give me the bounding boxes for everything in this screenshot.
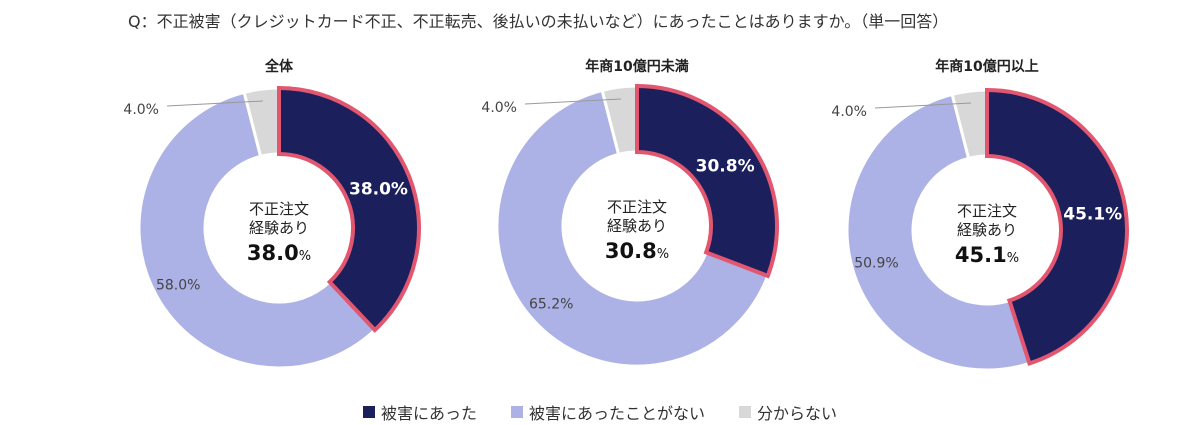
- center-label: 経験あり: [957, 221, 1017, 239]
- chart-title-overall: 全体: [265, 59, 293, 75]
- data-label-not-damaged: 50.9%: [854, 256, 898, 272]
- leader-line: [166, 100, 263, 107]
- legend-label: 被害にあったことがない: [528, 404, 705, 423]
- data-label-damaged: 30.8%: [696, 156, 755, 176]
- legend-item-damaged: 被害にあった: [362, 400, 477, 424]
- legend-label: 分からない: [757, 404, 838, 423]
- slice-damaged: [985, 87, 1129, 366]
- slice-not-damaged: [495, 88, 770, 368]
- legend-swatch: [510, 406, 523, 418]
- slice-not-damaged: [845, 92, 1032, 372]
- data-label-unknown: 4.0%: [123, 102, 159, 118]
- legend: 被害にあった 被害にあったことがない 分からない: [0, 400, 1200, 424]
- center-value: 38.0%: [247, 241, 311, 265]
- center-label: 不正注文: [607, 198, 667, 216]
- slice-damaged: [277, 85, 421, 333]
- question-title: Q：不正被害（クレジットカード不正、不正転売、後払いの未払いなど）にあったことは…: [128, 12, 949, 31]
- data-label-unknown: 4.0%: [831, 104, 867, 120]
- legend-label: 被害にあった: [380, 404, 477, 423]
- center-label: 不正注文: [249, 200, 309, 218]
- leader-line: [874, 102, 971, 109]
- legend-item-unknown: 分からない: [739, 400, 837, 424]
- data-label-not-damaged: 65.2%: [529, 297, 573, 313]
- chart-title-over-1b: 年商10億円以上: [935, 59, 1039, 75]
- donut-charts: 38.0%58.0%4.0%不正注文経験あり38.0%30.8%65.2%4.0…: [123, 83, 1129, 372]
- data-label-unknown: 4.0%: [481, 100, 517, 116]
- legend-swatch: [362, 406, 375, 418]
- chart-title-under-1b: 年商10億円未満: [585, 59, 689, 75]
- legend-swatch: [739, 406, 751, 418]
- data-label-damaged: 45.1%: [1063, 205, 1122, 225]
- center-value: 45.1%: [955, 243, 1019, 267]
- center-label: 経験あり: [249, 219, 309, 237]
- leader-line: [524, 98, 621, 105]
- legend-item-not-damaged: 被害にあったことがない: [510, 400, 705, 424]
- center-label: 不正注文: [957, 202, 1017, 220]
- data-label-damaged: 38.0%: [349, 180, 408, 200]
- center-value: 30.8%: [605, 239, 669, 263]
- slice-damaged: [635, 83, 779, 279]
- slice-not-damaged: [137, 90, 377, 370]
- center-label: 経験あり: [607, 217, 667, 235]
- data-label-not-damaged: 58.0%: [156, 277, 200, 293]
